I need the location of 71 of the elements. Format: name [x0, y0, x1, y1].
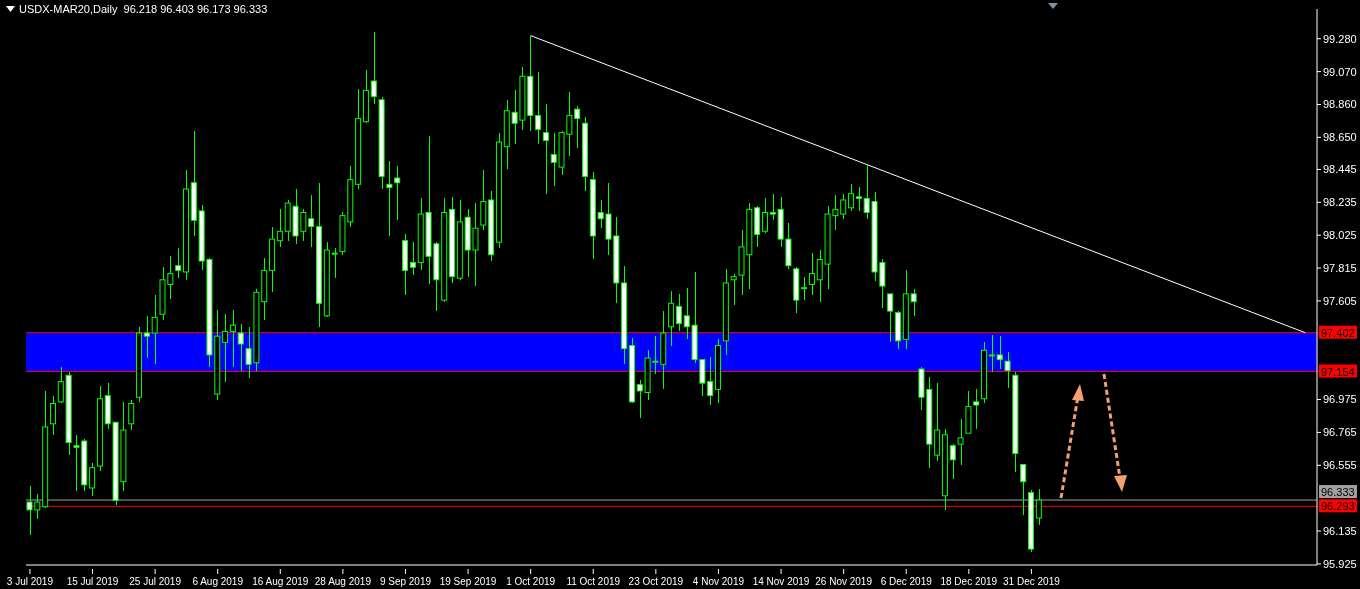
x-tick-label: 11 Oct 2019	[566, 576, 621, 587]
ref-line-label: 97.402	[1321, 326, 1355, 339]
candlestick	[386, 160, 393, 237]
x-tick-label: 14 Nov 2019	[752, 576, 810, 587]
candlestick	[1004, 351, 1011, 389]
candlestick	[229, 309, 236, 368]
candlestick	[49, 395, 56, 436]
candlestick	[175, 247, 182, 279]
candlestick	[276, 208, 283, 248]
candlestick	[988, 334, 995, 373]
y-tick-label: 96.765	[1323, 426, 1357, 439]
candlestick	[222, 313, 229, 383]
candlestick	[1035, 488, 1042, 526]
candlestick	[480, 169, 487, 231]
x-tick-label: 25 Jul 2019	[129, 576, 182, 587]
ref-line-label: 96.333	[1321, 486, 1355, 499]
candlestick	[394, 165, 401, 221]
x-tick-label: 31 Dec 2019	[1003, 576, 1061, 587]
ref-line-label: 96.293	[1321, 500, 1355, 513]
candlestick	[996, 335, 1003, 370]
candlestick	[128, 399, 135, 431]
chart-title: USDX-MAR20,Daily 96.218 96.403 96.173 96.333	[19, 3, 268, 15]
y-tick-label: 98.235	[1323, 196, 1357, 209]
y-tick-label: 97.605	[1323, 294, 1357, 307]
x-tick-label: 19 Sep 2019	[439, 576, 497, 587]
ref-line-label: 97.154	[1321, 365, 1355, 378]
x-tick-label: 18 Dec 2019	[940, 576, 998, 587]
candlestick	[949, 443, 956, 480]
candlestick	[887, 293, 894, 343]
y-tick-label: 96.975	[1323, 393, 1357, 406]
y-tick-label: 99.280	[1323, 32, 1357, 45]
candlestick	[957, 418, 964, 466]
candlestick	[535, 71, 542, 145]
candlestick	[151, 294, 158, 365]
candlestick	[143, 315, 150, 359]
x-tick-label: 15 Jul 2019	[66, 576, 119, 587]
y-tick-label: 96.135	[1323, 524, 1357, 537]
candlestick	[89, 462, 96, 497]
x-tick-label: 23 Oct 2019	[628, 576, 684, 587]
x-tick-label: 1 Oct 2019	[506, 576, 556, 587]
x-tick-label: 9 Sep 2019	[379, 576, 432, 587]
y-tick-label: 98.650	[1323, 131, 1357, 144]
x-tick-label: 28 Aug 2019	[314, 576, 372, 587]
candlestick	[801, 276, 808, 301]
x-tick-label: 26 Nov 2019	[815, 576, 873, 587]
y-tick-label: 99.070	[1323, 65, 1357, 78]
x-tick-label: 4 Nov 2019	[692, 576, 745, 587]
candlestick	[668, 290, 675, 347]
candlestick	[237, 323, 244, 372]
x-tick-label: 6 Dec 2019	[880, 576, 933, 587]
y-tick-label: 98.445	[1323, 163, 1357, 176]
x-tick-label: 6 Aug 2019	[192, 576, 244, 587]
y-tick-label: 98.025	[1323, 229, 1357, 242]
candlestick	[675, 293, 682, 332]
candlestick	[370, 31, 377, 105]
x-tick-label: 16 Aug 2019	[252, 576, 309, 587]
x-tick-label: 3 Jul 2019	[6, 576, 54, 587]
y-tick-label: 95.925	[1323, 557, 1357, 570]
candlestick	[1020, 464, 1027, 516]
candlestick	[730, 273, 737, 306]
y-tick-label: 96.555	[1323, 459, 1357, 472]
candlestick	[761, 197, 768, 234]
candlestick	[409, 241, 416, 276]
candlestick	[973, 388, 980, 429]
y-tick-label: 97.815	[1323, 261, 1357, 274]
candlestick	[855, 186, 862, 212]
candlestick	[808, 252, 815, 296]
candlestick	[542, 103, 549, 195]
candlestick	[848, 183, 855, 212]
y-tick-label: 98.860	[1323, 98, 1357, 111]
candlestick	[308, 194, 315, 248]
